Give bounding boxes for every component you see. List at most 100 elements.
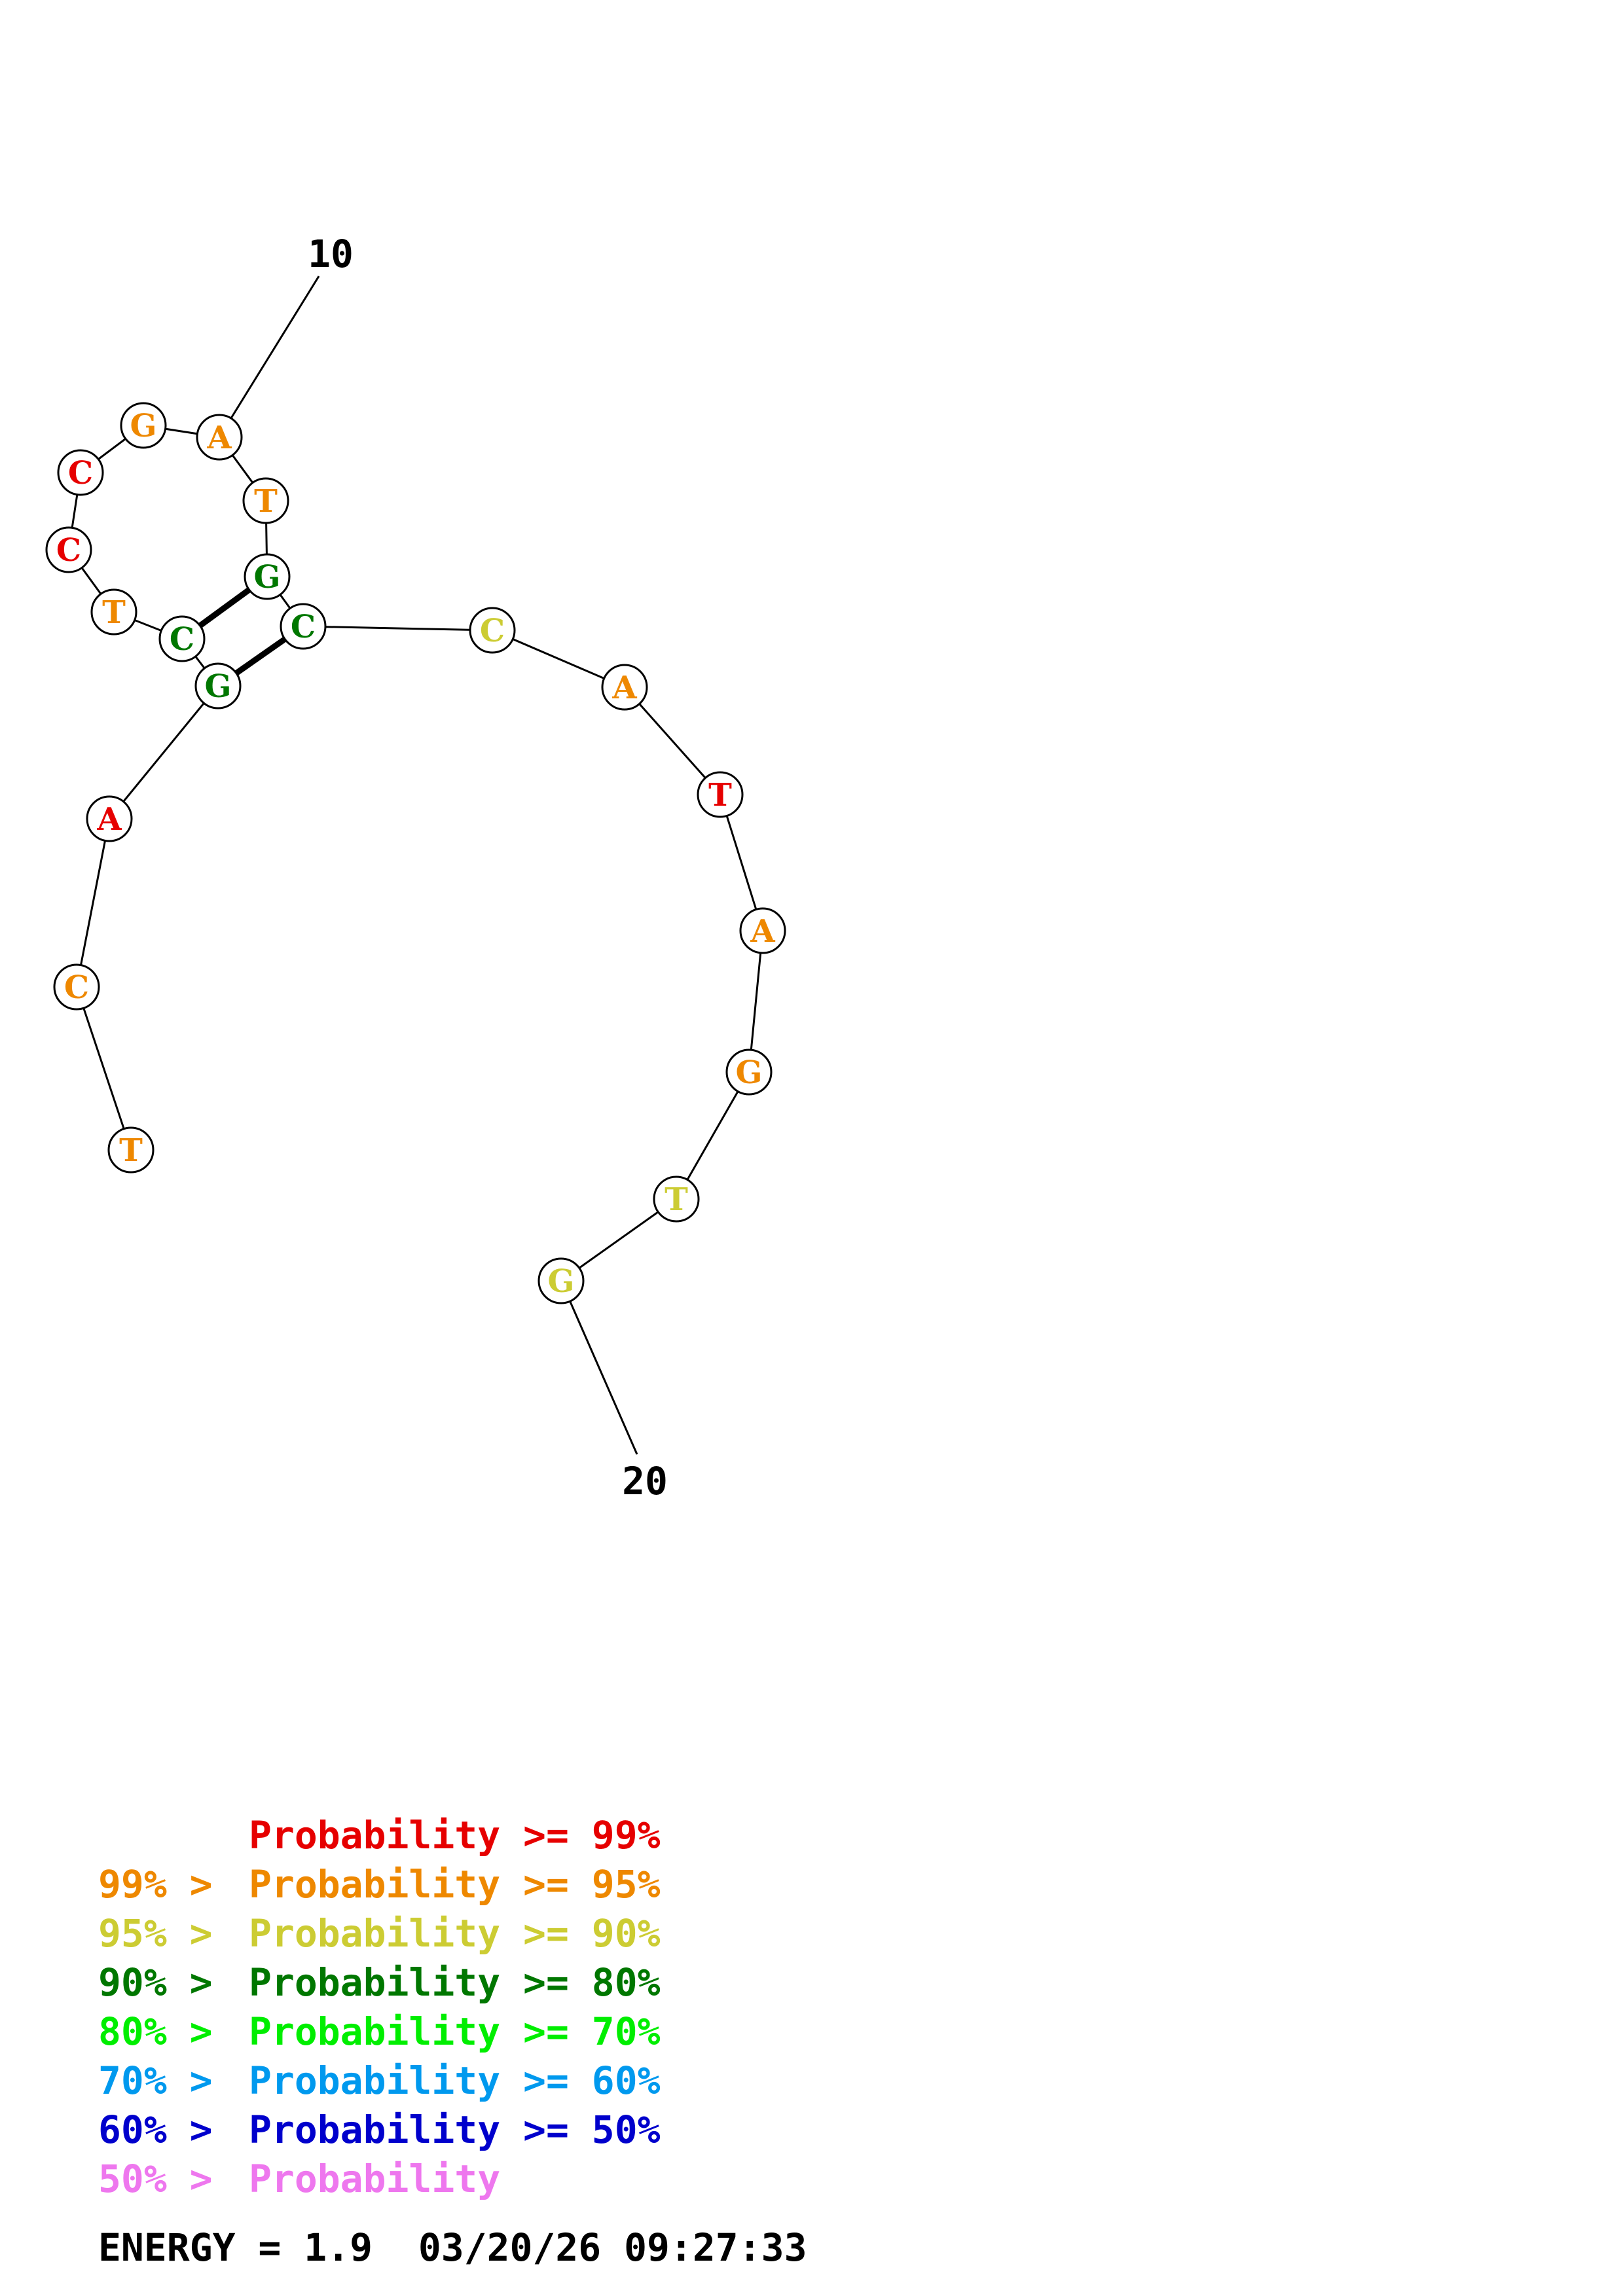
legend-prefix: 95% > — [98, 1911, 213, 1956]
legend-prefix: 50% > — [98, 2157, 213, 2201]
legend-prefix: 80% > — [98, 2009, 213, 2054]
nucleotide-node: T — [90, 588, 137, 636]
legend-text: Probability >= 90% — [249, 1911, 661, 1956]
nucleotide-letter: T — [254, 483, 278, 520]
nucleotide-node: C — [280, 603, 327, 650]
nucleotide-node: C — [57, 449, 104, 496]
legend-text: Probability >= 99% — [249, 1813, 661, 1857]
nucleotide-node: G — [538, 1257, 585, 1304]
legend-text: Probability >= 50% — [249, 2108, 661, 2152]
legend-row: 70% > Probability >= 60% — [98, 2058, 661, 2103]
backbone-segment — [719, 794, 764, 931]
nucleotide-circle — [86, 795, 133, 842]
legend-prefix: 90% > — [98, 1960, 213, 2005]
nucleotide-node: G — [194, 662, 242, 709]
nucleotide-node: C — [45, 526, 92, 573]
nucleotide-letter: T — [102, 594, 126, 631]
nucleotide-letter: G — [736, 1054, 763, 1091]
nucleotide-circle — [194, 662, 242, 709]
legend-row: 99% > Probability >= 95% — [98, 1862, 661, 1907]
nucleotide-circle — [244, 553, 291, 600]
nucleotide-circle — [120, 402, 167, 449]
nucleotide-circle — [538, 1257, 585, 1304]
nucleotide-letter: A — [96, 801, 122, 838]
legend-text: Probability >= 70% — [249, 2009, 661, 2054]
nucleotide-letter: C — [480, 613, 505, 649]
backbone-lines — [67, 276, 764, 1455]
nucleotide-node: T — [107, 1126, 155, 1174]
nucleotide-letter: C — [291, 609, 316, 645]
nucleotide-node: A — [739, 907, 786, 954]
nucleotide-circle — [601, 664, 648, 711]
backbone-segment — [302, 625, 493, 632]
nucleotide-circle — [242, 477, 289, 524]
nucleotide-node: A — [196, 414, 243, 461]
nucleotide-node: T — [697, 771, 744, 818]
nucleotide-letter: C — [68, 455, 93, 492]
backbone-segment — [623, 687, 721, 795]
legend-text: Probability >= 95% — [249, 1862, 661, 1907]
nucleotide-circle — [57, 449, 104, 496]
nucleotide-circle — [280, 603, 327, 650]
nucleotide-letter: A — [206, 420, 232, 456]
legend-prefix: 99% > — [98, 1862, 213, 1907]
energy-timestamp: ENERGY = 1.9 03/20/26 09:27:33 — [98, 2225, 807, 2270]
legend-text: Probability — [249, 2157, 501, 2201]
nucleotide-letter: C — [56, 532, 81, 569]
nucleotide-node: A — [86, 795, 133, 842]
nucleotide-circle — [697, 771, 744, 818]
legend-prefix: 70% > — [98, 2058, 213, 2103]
legend-row: 80% > Probability >= 70% — [98, 2009, 661, 2054]
nucleotide-circle — [45, 526, 92, 573]
nucleotide-letter: G — [130, 408, 157, 444]
legend-row: 95% > Probability >= 90% — [98, 1911, 661, 1956]
backbone-segment — [675, 1071, 750, 1200]
backbone-segment — [560, 1198, 677, 1282]
position-label-10: 10 — [308, 232, 354, 276]
nucleotide-circle — [725, 1049, 773, 1096]
nucleotide-letter: C — [170, 621, 194, 658]
nucleotide-node: G — [120, 402, 167, 449]
nucleotide-letter: G — [205, 668, 232, 705]
legend-text: Probability >= 60% — [249, 2058, 661, 2103]
nucleotide-letter: T — [665, 1181, 688, 1218]
legend-row: Probability >= 99% — [98, 1813, 661, 1857]
nucleotide-circle — [158, 615, 206, 662]
legend-row: 90% > Probability >= 80% — [98, 1960, 661, 2005]
backbone-segment — [748, 930, 764, 1073]
nucleotide-letter: T — [708, 777, 732, 814]
legend-row: 60% > Probability >= 50% — [98, 2108, 661, 2152]
backbone-segment — [108, 685, 219, 819]
legend-text: Probability >= 80% — [249, 1960, 661, 2005]
nucleotide-letter: T — [119, 1132, 143, 1169]
nucleotide-node: C — [158, 615, 206, 662]
nucleotide-circle — [107, 1126, 155, 1174]
nucleotide-circle — [739, 907, 786, 954]
nucleotide-circle — [53, 963, 100, 1011]
nucleotide-letter: A — [611, 670, 637, 706]
nucleotide-circle — [653, 1175, 700, 1223]
nucleotide-letter: A — [750, 913, 775, 950]
leader-line-20 — [560, 1280, 638, 1455]
nucleotide-node: C — [53, 963, 100, 1011]
nucleotide-node: G — [244, 553, 291, 600]
nucleotide-circle — [90, 588, 137, 636]
backbone-segment — [75, 818, 111, 988]
legend-prefix: 60% > — [98, 2108, 213, 2152]
backbone-segment — [492, 629, 625, 689]
legend-row: 50% > Probability — [98, 2157, 500, 2201]
nucleotide-letter: C — [64, 969, 89, 1006]
nucleotide-node: G — [725, 1049, 773, 1096]
leader-line-10 — [218, 276, 320, 438]
position-label-20: 20 — [622, 1459, 668, 1503]
nucleotide-node: T — [653, 1175, 700, 1223]
nucleotide-letter: G — [548, 1263, 575, 1300]
backbone-segment — [75, 986, 132, 1151]
nucleotide-circle — [469, 607, 516, 654]
nucleotide-letter: G — [254, 559, 281, 596]
nucleotide-node: A — [601, 664, 648, 711]
nucleotide-node: T — [242, 477, 289, 524]
nucleotide-circle — [196, 414, 243, 461]
